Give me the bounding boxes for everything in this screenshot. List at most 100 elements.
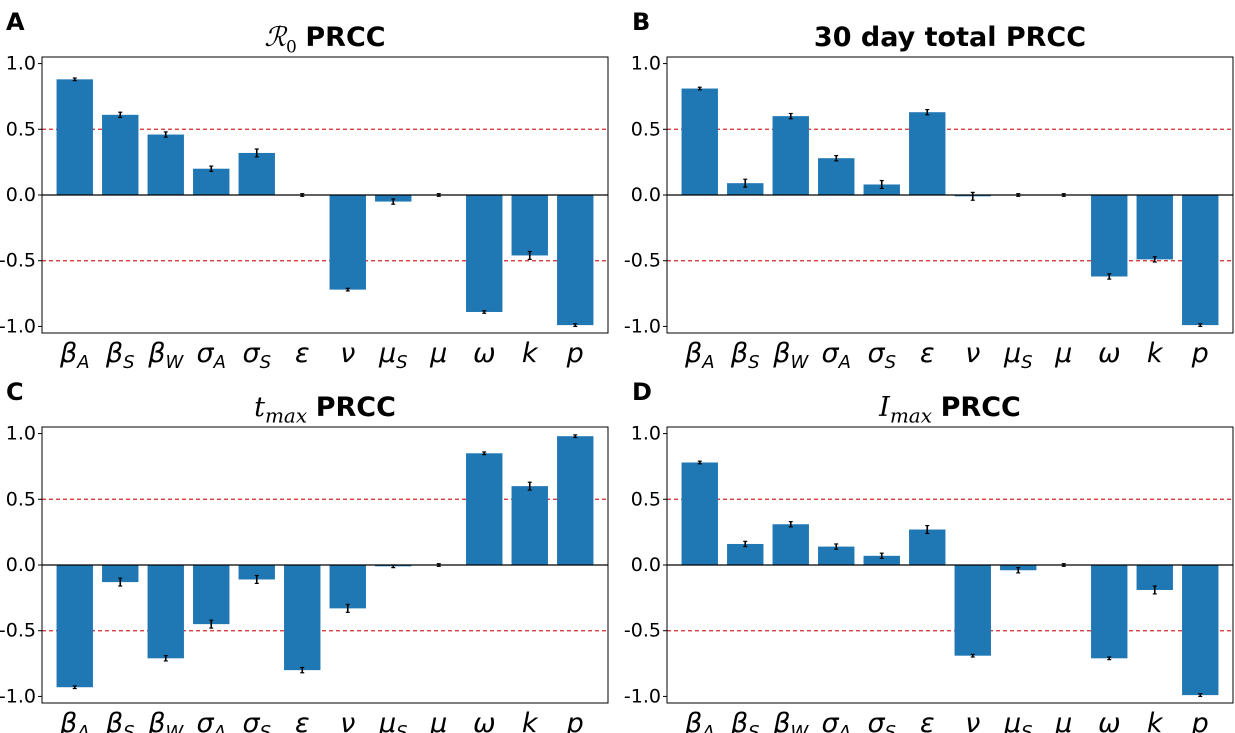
chart-panel-b: 1.0 0.5 0.0 -0.5 -1.0 βA βS βW σA σS ε ν μS μ ω k p [624,53,1234,373]
bar-c-3 [193,565,230,625]
title-math-a: ℛ [264,22,286,53]
xtick-label-a-7: μS [378,338,408,373]
bar-a-4 [238,152,275,195]
ytick-label-c-2: 0.0 [6,554,36,576]
ytick-label-c-4: -1.0 [0,685,36,707]
ytick-label-b-0: 1.0 [631,53,661,75]
bar-b-9 [1091,195,1128,277]
xtick-label-a-11: p [566,338,584,369]
bar-c-11 [557,436,594,565]
title-sub-c: max [264,403,308,428]
panel-title-b: 30 day total PRCC [667,22,1233,53]
xtick-label-c-0: βA [59,708,90,733]
xtick-label-c-11: p [566,708,584,733]
bar-b-1 [727,183,764,195]
xtick-label-a-1: βS [105,338,135,373]
xtick-label-a-6: ν [340,338,355,369]
xtick-label-b-0: βA [684,338,715,373]
panel-title-a: ℛ0 PRCC [42,22,608,57]
xtick-label-d-2: βW [772,708,809,733]
title-math-c: t [254,392,265,423]
ytick-label-a-1: 0.5 [6,118,36,140]
ytick-label-d-4: -1.0 [624,685,661,707]
xtick-label-b-5: ε [920,338,935,369]
title-text-d: PRCC [940,392,1021,423]
bar-b-5 [909,112,946,195]
xtick-label-d-1: βS [730,708,760,733]
bar-d-1 [727,543,764,565]
xtick-label-b-3: σA [822,338,851,373]
ytick-label-d-1: 0.5 [631,488,661,510]
xtick-label-d-0: βA [684,708,715,733]
bar-d-3 [818,546,855,565]
xtick-label-c-6: ν [340,708,355,733]
ytick-label-b-2: 0.0 [631,184,661,206]
bar-c-10 [511,486,548,565]
ytick-label-a-3: -0.5 [0,250,36,272]
bar-a-7 [375,195,412,202]
panel-letter-b: B [632,8,651,36]
bar-b-10 [1136,195,1173,260]
bar-c-0 [56,565,93,688]
ytick-label-b-4: -1.0 [624,315,661,337]
xtick-label-d-7: μS [1003,708,1033,733]
xtick-label-a-10: k [522,338,539,369]
panel-title-c: tmax PRCC [42,392,608,427]
ytick-label-b-1: 0.5 [631,118,661,140]
bar-c-1 [102,565,139,583]
bar-d-11 [1182,565,1219,696]
title-sub-a: 0 [285,37,297,58]
bar-a-3 [193,168,230,195]
xtick-label-a-0: βA [59,338,90,373]
bar-c-6 [329,565,366,609]
xtick-label-d-4: σS [867,708,896,733]
bar-d-5 [909,529,946,565]
xtick-label-a-8: μ [429,338,447,369]
xtick-label-c-1: βS [105,708,135,733]
xtick-label-a-4: σS [242,338,271,373]
bar-c-4 [238,565,275,580]
panel-letter-a: A [6,8,25,36]
title-text-b: 30 day total PRCC [813,22,1087,53]
ytick-label-b-3: -0.5 [624,250,661,272]
xtick-label-c-9: ω [473,708,496,733]
xtick-label-d-5: ε [920,708,935,733]
xtick-label-c-5: ε [295,708,310,733]
bar-a-9 [466,195,503,312]
title-sub-d: max [889,403,933,428]
xtick-label-c-2: βW [147,708,184,733]
panel-title-d: Imax PRCC [667,392,1233,427]
title-math-d: I [879,392,890,423]
bar-b-4 [863,184,900,195]
panel-letter-c: C [6,378,24,406]
bar-a-0 [56,79,93,195]
xtick-label-c-3: σA [197,708,226,733]
xtick-label-d-8: μ [1054,708,1072,733]
bar-a-10 [511,195,548,256]
title-text-a: PRCC [305,22,386,53]
bar-d-0 [681,462,718,565]
xtick-label-d-9: ω [1098,708,1121,733]
bar-b-11 [1182,195,1219,326]
chart-panel-c: 1.0 0.5 0.0 -0.5 -1.0 βA βS βW σA σS ε ν μS μ ω k p [0,423,609,733]
bar-d-2 [772,524,809,565]
xtick-label-b-8: μ [1054,338,1072,369]
bar-c-5 [284,565,321,671]
ytick-label-d-2: 0.0 [631,554,661,576]
xtick-label-b-11: p [1191,338,1209,369]
bar-a-1 [102,114,139,195]
ytick-label-c-0: 1.0 [6,423,36,445]
ytick-label-c-3: -0.5 [0,620,36,642]
xtick-label-c-7: μS [378,708,408,733]
xtick-label-b-7: μS [1003,338,1033,373]
chart-panel-d: 1.0 0.5 0.0 -0.5 -1.0 βA βS βW σA σS ε ν μS μ ω k p [624,423,1234,733]
xtick-label-c-8: μ [429,708,447,733]
ytick-label-d-3: -0.5 [624,620,661,642]
xtick-label-b-9: ω [1098,338,1121,369]
title-text-c: PRCC [315,392,396,423]
panel-letter-d: D [632,378,652,406]
bar-d-9 [1091,565,1128,659]
bar-c-9 [466,453,503,565]
bar-a-6 [329,195,366,290]
